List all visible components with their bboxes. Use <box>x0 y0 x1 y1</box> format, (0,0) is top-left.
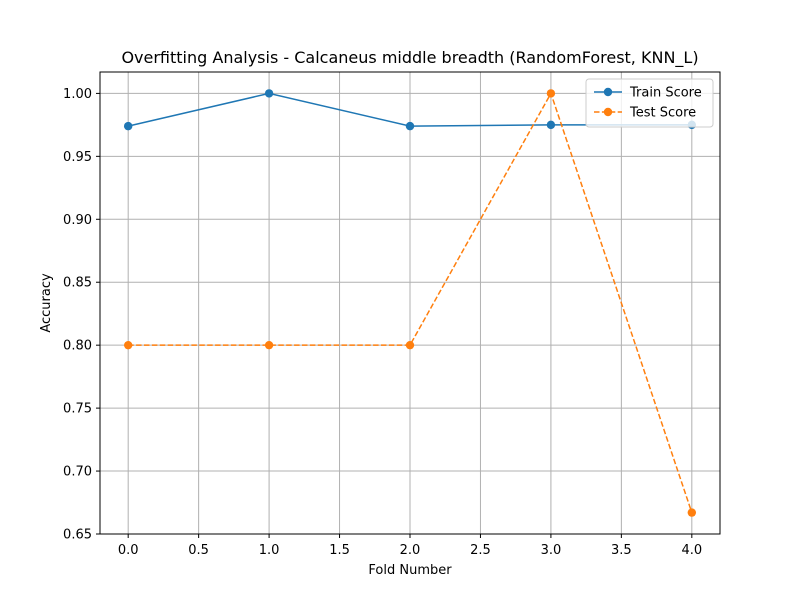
x-tick-label: 4.0 <box>681 543 702 558</box>
test-score-point <box>546 89 556 98</box>
x-tick-label: 0.0 <box>118 543 139 558</box>
legend-box <box>585 78 714 128</box>
y-tick-label: 0.85 <box>63 276 92 291</box>
y-tick-label: 0.80 <box>63 339 92 354</box>
y-tick-label: 0.70 <box>63 465 92 480</box>
grid <box>100 72 720 535</box>
test-score-point <box>687 508 697 517</box>
x-axis-label: Fold Number <box>368 563 452 578</box>
test-score-point <box>264 340 274 350</box>
x-tick-label: 2.0 <box>400 543 421 558</box>
chart-title: Overfitting Analysis - Calcaneus middle … <box>121 48 698 68</box>
train-score-point <box>546 120 556 130</box>
x-tick-label: 3.0 <box>541 543 562 558</box>
y-tick-label: 0.75 <box>63 402 92 417</box>
axis-ticks: 0.0 0.5 1.0 1.5 2.0 2.5 3.0 3.5 4.0 0.65 0.70 0.75 0… <box>63 87 702 558</box>
x-tick-label: 1.5 <box>329 543 350 558</box>
legend-marker-train-score <box>603 87 613 97</box>
y-tick-label: 0.95 <box>63 150 92 165</box>
test-score-point <box>405 340 415 350</box>
y-tick-label: 0.65 <box>63 528 92 543</box>
train-score-point <box>123 121 133 131</box>
legend-label-test-score: Test Score <box>629 106 696 121</box>
legend-label-train-score: Train Score <box>629 86 702 101</box>
test-score-point <box>123 340 133 350</box>
x-tick-label: 1.0 <box>259 543 280 558</box>
train-score-point <box>405 121 415 131</box>
y-tick-label: 1.00 <box>63 87 92 102</box>
legend: Train Score Test Score <box>585 78 714 128</box>
x-tick-label: 0.5 <box>188 543 209 558</box>
x-tick-label: 3.5 <box>611 543 632 558</box>
y-tick-label: 0.90 <box>63 213 92 228</box>
legend-marker-test-score <box>603 107 613 117</box>
y-axis-label: Accuracy <box>39 273 54 333</box>
x-tick-label: 2.5 <box>470 543 491 558</box>
train-score-point <box>264 89 274 98</box>
